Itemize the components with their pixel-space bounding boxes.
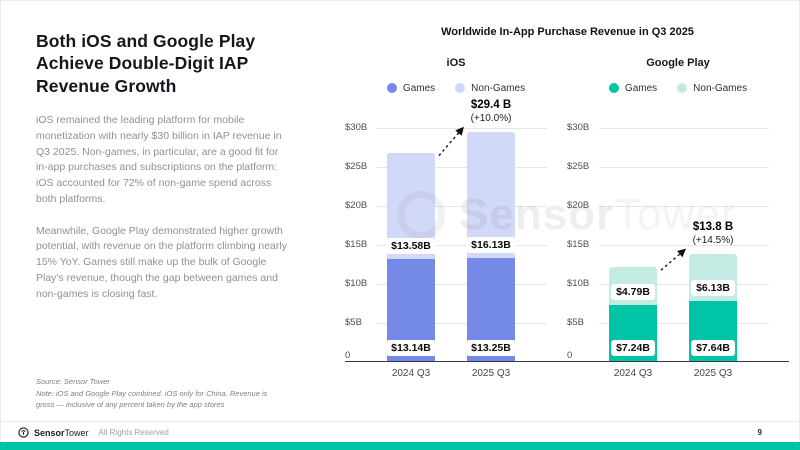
brand-name-bold: Sensor [34,427,65,438]
y-tick-label: 0 [345,350,351,361]
gridline [599,167,769,168]
legend-dot-icon [455,83,466,93]
plot-area: $13.14B $13.58B $13.25B $16.13B $29.4 B (+10.… [377,99,547,361]
y-tick-label: $30B [567,122,590,133]
plot-area: $7.24B $4.79B $7.64B $6.13B $13.8 B (+14.5%) [599,128,769,361]
value-label: $13.58B [386,237,436,254]
chart-ios-legend: Games Non-Games [345,82,567,94]
x-tick-label: 2024 Q3 [391,368,431,379]
annotation-total: $13.8 B [692,220,734,233]
legend-dot-icon [677,83,688,93]
gridline [599,284,769,285]
value-label: $7.24B [611,340,655,356]
legend-label: Games [624,82,658,94]
chart-panel: Worldwide In-App Purchase Revenue in Q3 … [345,26,790,380]
left-text-panel: Both iOS and Google Play Achieve Double-… [36,30,288,302]
gridline [599,245,769,246]
y-axis: $30B $25B $20B $15B $10B $5B 0 [345,122,377,361]
body-paragraph-2: Meanwhile, Google Play demonstrated high… [36,224,287,300]
y-tick-label: $20B [567,200,590,211]
legend-label: Games [402,82,436,94]
value-label: $16.13B [466,236,516,253]
y-axis: $30B $25B $20B $15B $10B $5B 0 [567,122,599,361]
value-label: $13.25B [466,340,516,356]
legend-item-games: Games [386,82,436,94]
gridline [377,167,547,168]
value-label: $4.79B [611,283,655,300]
x-axis: 2024 Q3 2025 Q3 [345,362,567,380]
body-paragraph-1: iOS remained the leading platform for mo… [36,114,282,205]
annotation-change: (+10.0%) [470,112,512,124]
legend-dot-icon [386,83,397,93]
growth-annotation: $13.8 B (+14.5%) [693,221,734,246]
value-label: $13.14B [386,340,436,356]
growth-annotation: $29.4 B (+10.0%) [471,99,512,124]
annotation-change: (+14.5%) [692,234,734,246]
y-tick-label: $10B [345,278,368,289]
annotation-total: $29.4 B [470,98,512,111]
legend-item-non-games: Non-Games [677,82,747,94]
slide-title: Both iOS and Google Play Achieve Double-… [36,31,256,96]
brand-name-light: Tower [64,427,89,438]
legend-dot-icon [608,83,619,93]
footer-brand: SensorTower All Rights Reserved [18,427,169,438]
legend-item-games: Games [608,82,658,94]
x-tick-label: 2025 Q3 [471,368,511,379]
chart-title: Worldwide In-App Purchase Revenue in Q3 … [441,26,694,38]
source-line: Source: Sensor Tower [36,377,110,386]
y-tick-label: $30B [345,122,368,133]
source-note: Source: Sensor Tower Note: iOS and Googl… [36,376,286,411]
y-tick-label: $10B [567,278,590,289]
chart-google-play-legend: Games Non-Games [567,82,789,94]
y-tick-label: $25B [345,161,368,172]
chart-google-play: Google Play Games Non-Games $30B $25B $20B $… [567,57,789,380]
gridline [377,245,547,246]
legend-label: Non-Games [471,82,526,94]
chart-google-play-name: Google Play [646,57,710,69]
y-tick-label: $25B [567,161,590,172]
charts-row: iOS Games Non-Games $30B $25B $20B $15B $10B $… [345,57,790,380]
y-tick-label: $15B [345,239,368,250]
value-label: $6.13B [691,280,735,297]
y-tick-label: $15B [567,239,590,250]
y-tick-label: $5B [567,317,584,328]
legend-item-non-games: Non-Games [455,82,525,94]
y-tick-label: 0 [567,350,573,361]
y-tick-label: $5B [345,317,362,328]
gridline [377,128,547,129]
y-tick-label: $20B [345,200,368,211]
legend-label: Non-Games [693,82,748,94]
chart-ios: iOS Games Non-Games $30B $25B $20B $15B $10B $… [345,57,567,380]
footer-divider [0,421,800,422]
note-line: Note: iOS and Google Play combined. iOS … [36,388,268,410]
gridline [599,323,769,324]
x-tick-label: 2025 Q3 [693,368,733,379]
gridline [377,206,547,207]
gridline [599,206,769,207]
x-axis: 2024 Q3 2025 Q3 [567,362,789,380]
gridline [377,323,547,324]
sensor-tower-logo-icon [18,427,29,438]
gridline [599,128,769,129]
rights-reserved-text: All Rights Reserved [98,428,169,437]
chart-ios-name: iOS [446,57,466,69]
page-number: 9 [757,428,762,437]
bottom-accent-bar [0,442,800,450]
x-tick-label: 2024 Q3 [613,368,653,379]
value-label: $7.64B [691,340,735,356]
gridline [377,284,547,285]
